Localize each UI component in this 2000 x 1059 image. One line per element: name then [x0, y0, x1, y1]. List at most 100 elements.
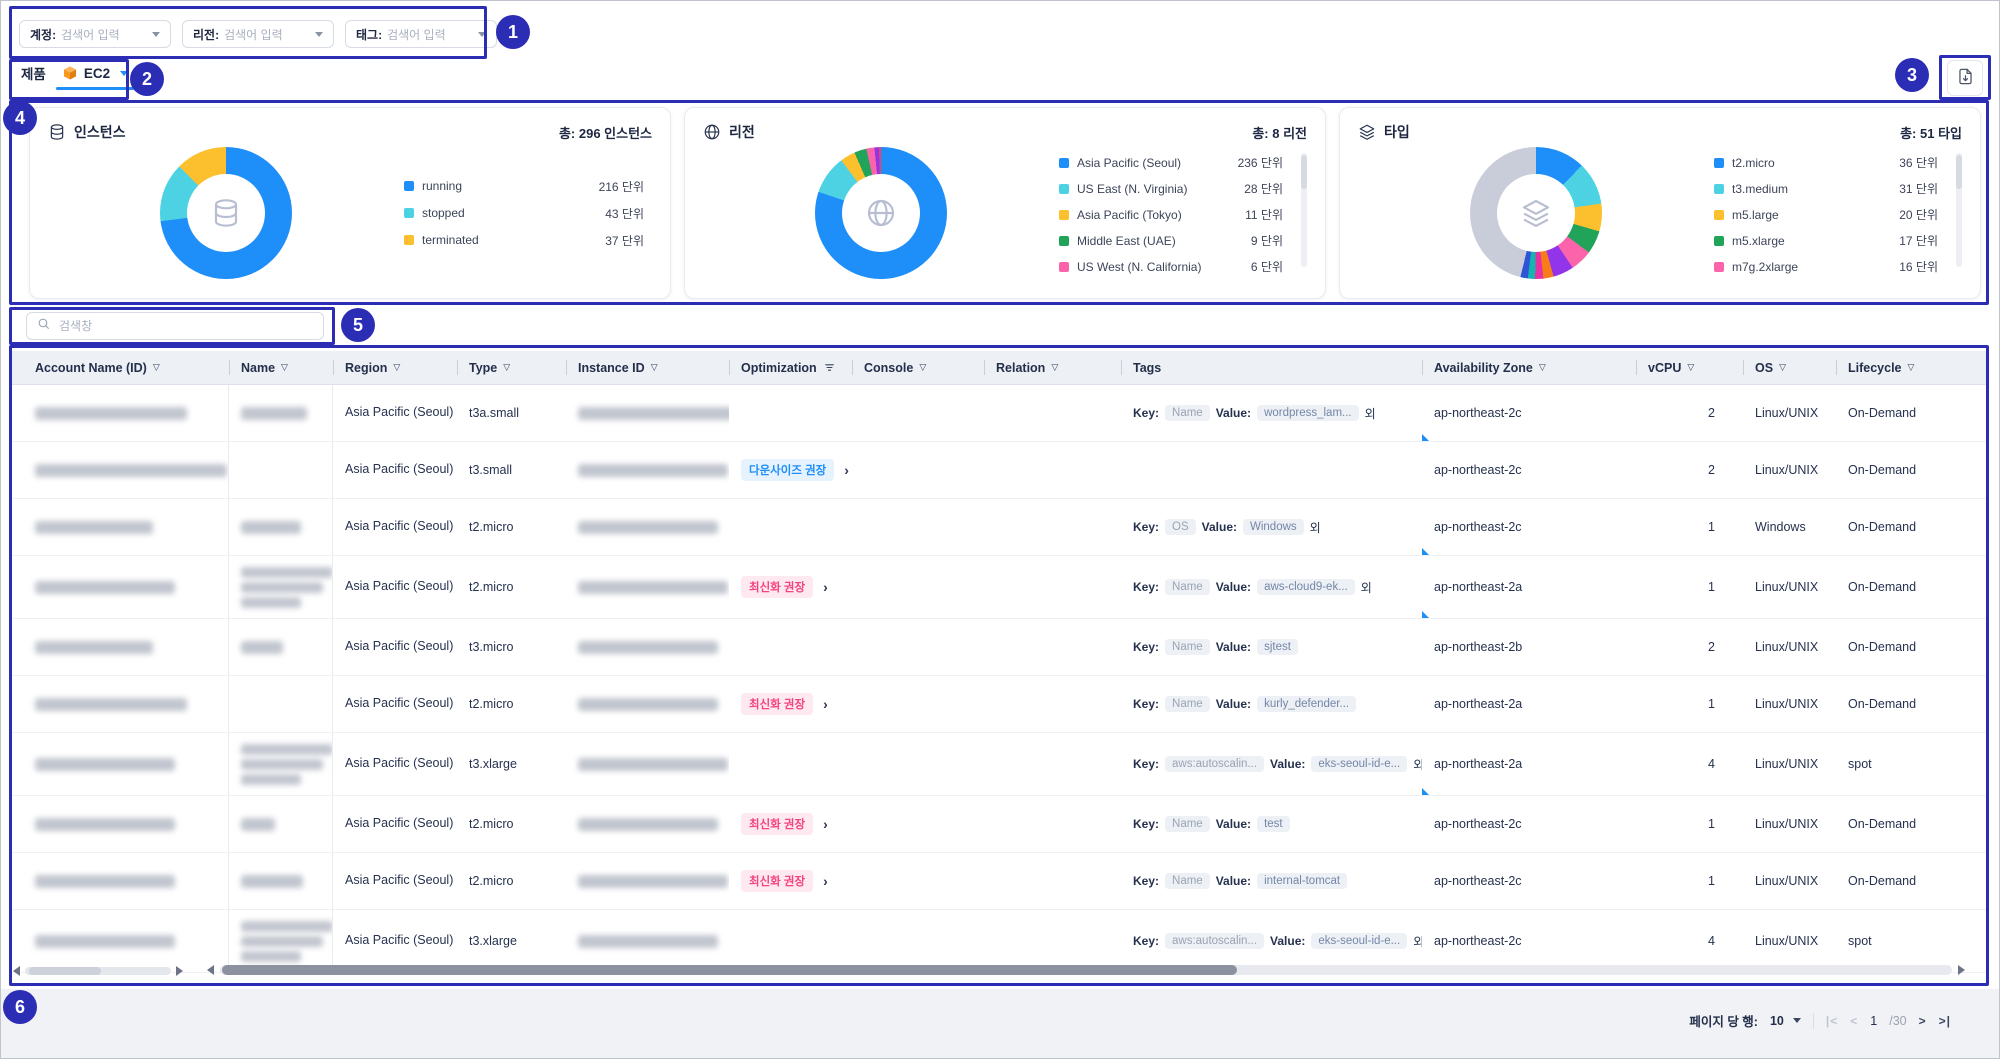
table-row[interactable]: Asia Pacific (Seoul) t2.micro Key: OS Value:… — [11, 499, 1987, 556]
optimization-badge[interactable]: 다운사이즈 권장 — [741, 459, 835, 481]
column-header-vcpu[interactable]: vCPU ▽ — [1636, 351, 1743, 384]
table-row[interactable]: Asia Pacific (Seoul) t2.micro 최신화 권장 › Key: N… — [11, 796, 1987, 853]
table-row[interactable]: Asia Pacific (Seoul) t3.xlarge Key: aws:aut… — [11, 733, 1987, 796]
scroll-left-icon[interactable] — [207, 965, 214, 975]
column-header-type[interactable]: Type ▽ — [457, 351, 566, 384]
column-header-account-name-id[interactable]: Account Name (ID) ▽ — [35, 360, 160, 375]
availability-zone-cell: ap-northeast-2c — [1422, 385, 1636, 441]
tag-value-chip[interactable]: kurly_defender... — [1257, 696, 1357, 712]
optimization-badge[interactable]: 최신화 권장 — [741, 693, 814, 715]
tag-value-chip[interactable]: Windows — [1243, 519, 1304, 535]
tag-key-chip[interactable]: OS — [1165, 519, 1196, 535]
column-header-optimization[interactable]: Optimization — [729, 351, 852, 384]
table-row[interactable]: Asia Pacific (Seoul) t2.micro 최신화 권장 › Key: N… — [11, 556, 1987, 619]
search-box[interactable] — [26, 312, 324, 340]
chevron-right-icon[interactable]: › — [844, 462, 849, 478]
donut-chart-regions[interactable] — [815, 147, 947, 279]
product-tab-ec2[interactable]: EC2 — [55, 65, 135, 90]
filter-dropdown-tag[interactable]: 태그: 검색어 입력 — [345, 20, 497, 48]
sort-icon[interactable]: ▽ — [919, 362, 927, 372]
prev-page-button[interactable]: < — [1850, 1013, 1859, 1028]
chart-title: 리전 — [729, 124, 755, 140]
tag-value-chip[interactable]: aws-cloud9-ek... — [1257, 579, 1355, 595]
first-page-button[interactable]: |< — [1825, 1013, 1839, 1028]
scroll-left-icon[interactable] — [13, 966, 20, 976]
scroll-right-icon[interactable] — [1958, 965, 1965, 975]
legend-scrollbar[interactable] — [1301, 153, 1307, 267]
tag-key-chip[interactable]: Name — [1165, 579, 1210, 595]
column-header-name[interactable]: Name ▽ — [229, 351, 333, 384]
tag-key-chip[interactable]: Name — [1165, 405, 1210, 421]
donut-chart-types[interactable] — [1470, 147, 1602, 279]
table-row[interactable]: Asia Pacific (Seoul) t3a.small Key: Name Val… — [11, 385, 1987, 442]
table-row[interactable]: Asia Pacific (Seoul) t2.micro 최신화 권장 › Key: N… — [11, 676, 1987, 733]
table-row[interactable]: Asia Pacific (Seoul) t3.xlarge Key: aws:aut… — [11, 910, 1987, 973]
tag-key-chip[interactable]: Name — [1165, 816, 1210, 832]
filter-icon[interactable] — [823, 361, 836, 374]
main-scrollbar-track[interactable] — [220, 965, 1952, 975]
tag-key-chip[interactable]: aws:autoscalin... — [1165, 933, 1265, 949]
legend-scrollbar[interactable] — [1956, 153, 1962, 267]
sort-icon[interactable]: ▽ — [1538, 362, 1546, 372]
column-header-console[interactable]: Console ▽ — [852, 351, 984, 384]
layers-icon — [1358, 123, 1376, 141]
frozen-pane-scrollbar[interactable] — [13, 966, 183, 976]
rows-per-page-select[interactable]: 10 — [1770, 1014, 1801, 1028]
table-horizontal-scrollbar[interactable] — [207, 965, 1965, 975]
chevron-right-icon[interactable]: › — [823, 579, 828, 595]
tag-value-chip[interactable]: internal-tomcat — [1257, 873, 1348, 889]
lifecycle-cell: On-Demand — [1848, 697, 1917, 711]
tag-value-chip[interactable]: test — [1257, 816, 1290, 832]
next-page-button[interactable]: > — [1918, 1013, 1927, 1028]
tag-key-chip[interactable]: Name — [1165, 639, 1210, 655]
tag-key-chip[interactable]: aws:autoscalin... — [1165, 756, 1265, 772]
chevron-right-icon[interactable]: › — [823, 873, 828, 889]
frozen-scrollbar-track[interactable] — [25, 967, 171, 975]
sort-icon[interactable]: ▽ — [281, 362, 288, 372]
sort-icon[interactable]: ▽ — [393, 362, 401, 372]
search-input[interactable] — [57, 318, 313, 334]
sort-icon[interactable]: ▽ — [1907, 362, 1915, 372]
tag-key-chip[interactable]: Name — [1165, 873, 1210, 889]
tag-key-label: Key: — [1133, 874, 1160, 888]
column-header-relation[interactable]: Relation ▽ — [984, 351, 1121, 384]
sort-icon[interactable]: ▽ — [650, 362, 658, 372]
table-row[interactable]: Asia Pacific (Seoul) t2.micro 최신화 권장 › Key: N… — [11, 853, 1987, 910]
relation-cell — [984, 556, 1121, 618]
chevron-right-icon[interactable]: › — [823, 816, 828, 832]
type-cell: t3a.small — [469, 406, 520, 420]
optimization-badge[interactable]: 최신화 권장 — [741, 576, 814, 598]
filter-dropdown-region[interactable]: 리전: 검색어 입력 — [182, 20, 334, 48]
column-header-region[interactable]: Region ▽ — [333, 351, 457, 384]
redacted-account-name — [35, 757, 175, 771]
column-header-instance-id[interactable]: Instance ID ▽ — [566, 351, 729, 384]
column-header-availability-zone[interactable]: Availability Zone ▽ — [1422, 351, 1636, 384]
tag-value-chip[interactable]: eks-seoul-id-e... — [1311, 756, 1408, 772]
tag-key-chip[interactable]: Name — [1165, 696, 1210, 712]
sort-icon[interactable]: ▽ — [1687, 362, 1695, 372]
scroll-right-icon[interactable] — [176, 966, 183, 976]
last-page-button[interactable]: >| — [1938, 1013, 1951, 1028]
tag-value-chip[interactable]: sjtest — [1257, 639, 1298, 655]
sort-icon[interactable]: ▽ — [152, 362, 160, 372]
tag-value-chip[interactable]: wordpress_lam... — [1257, 405, 1359, 421]
chevron-right-icon[interactable]: › — [823, 696, 828, 712]
sort-icon[interactable]: ▽ — [503, 362, 511, 372]
filter-dropdown-account[interactable]: 계정: 검색어 입력 — [19, 20, 171, 48]
donut-chart-instances[interactable] — [160, 147, 292, 279]
column-header-os[interactable]: OS ▽ — [1743, 351, 1836, 384]
console-cell — [852, 619, 984, 675]
availability-zone-cell: ap-northeast-2a — [1422, 733, 1636, 795]
optimization-badge[interactable]: 최신화 권장 — [741, 813, 814, 835]
sort-icon[interactable]: ▽ — [1051, 362, 1059, 372]
vcpu-cell: 1 — [1708, 520, 1715, 534]
sort-icon[interactable]: ▽ — [1779, 362, 1786, 372]
table-row[interactable]: Asia Pacific (Seoul) t3.micro Key: Name Valu… — [11, 619, 1987, 676]
column-header-tags[interactable]: Tags — [1121, 351, 1422, 384]
column-header-lifecycle[interactable]: Lifecycle ▽ — [1836, 351, 1987, 384]
export-button[interactable] — [1947, 60, 1983, 96]
tag-value-chip[interactable]: eks-seoul-id-e... — [1311, 933, 1408, 949]
optimization-badge[interactable]: 최신화 권장 — [741, 870, 814, 892]
chevron-down-icon — [315, 31, 323, 37]
